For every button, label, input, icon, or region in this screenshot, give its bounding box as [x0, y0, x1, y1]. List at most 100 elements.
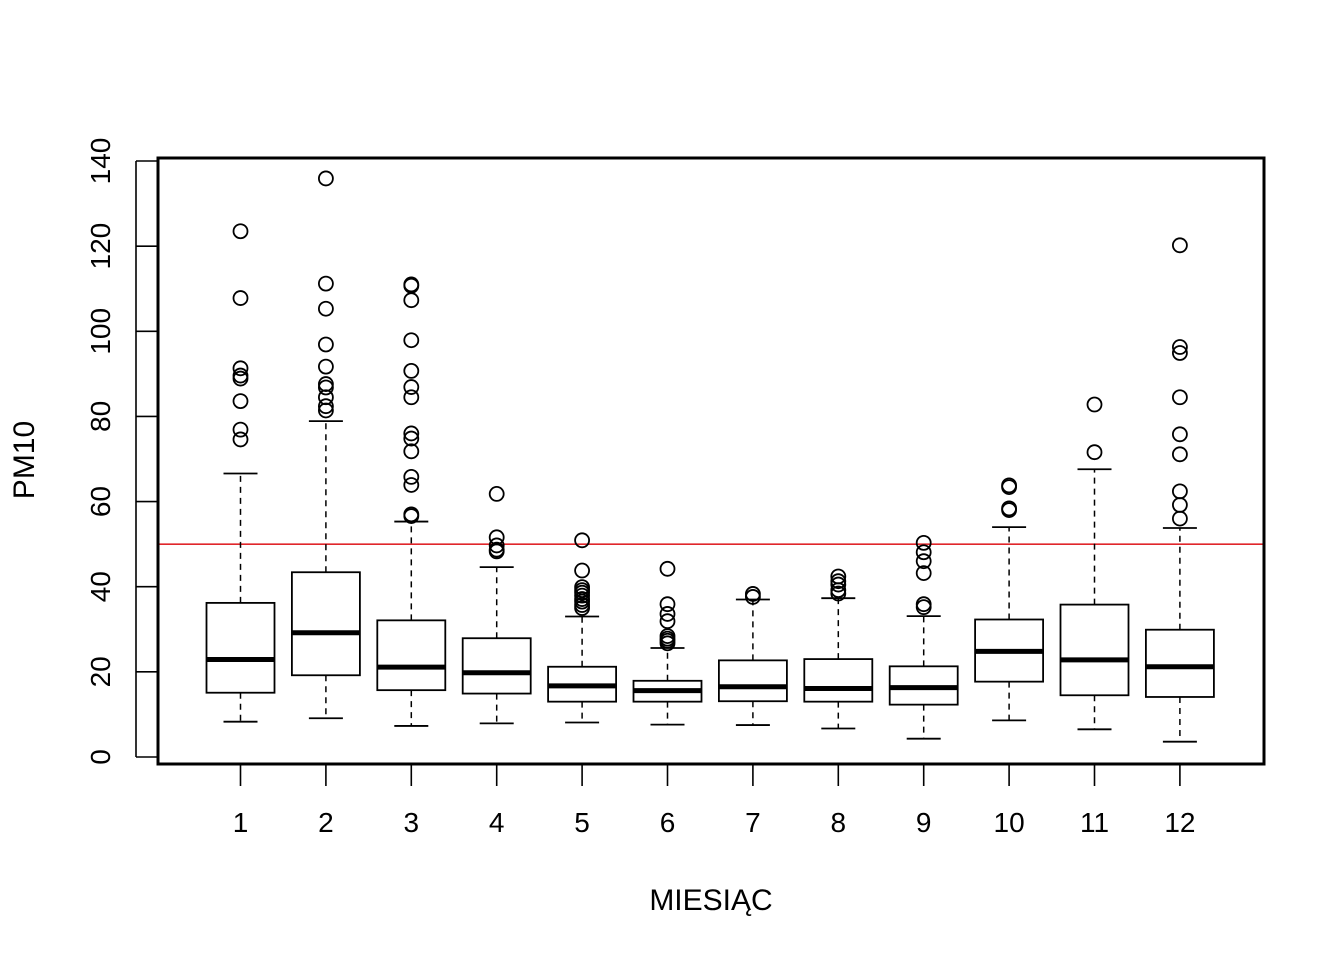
outlier-point: [659, 606, 676, 622]
outlier-point: [403, 506, 420, 523]
outlier-point: [745, 586, 761, 602]
y-axis-label: PM10: [8, 421, 41, 499]
outlier-point: [574, 562, 590, 579]
iqr-box: [376, 619, 447, 692]
outlier-point: [659, 596, 676, 613]
outlier-point: [403, 362, 420, 379]
outlier-point: [317, 336, 334, 353]
outlier-point: [317, 358, 334, 375]
iqr-box: [1059, 603, 1130, 697]
x-tick-label: 4: [489, 807, 505, 838]
iqr-box: [1145, 628, 1215, 698]
box-group-9: [888, 534, 959, 740]
outlier-point: [488, 529, 505, 546]
outlier-point: [1086, 396, 1103, 413]
x-tick-label: 9: [916, 807, 932, 838]
x-axis-label: MIESIĄC: [649, 884, 772, 917]
outlier-point: [232, 367, 249, 384]
outlier-point: [659, 613, 676, 630]
outlier-point: [830, 573, 847, 590]
iqr-box: [718, 659, 788, 703]
outlier-point: [232, 393, 249, 410]
outlier-point: [915, 534, 932, 551]
box-group-2: [290, 170, 361, 720]
plot-frame: [156, 156, 1266, 766]
x-tick-label: 6: [660, 807, 676, 838]
outlier-point: [403, 468, 420, 485]
outlier-point: [1172, 497, 1188, 513]
boxes-layer: [205, 170, 1215, 743]
outlier-point: [915, 544, 932, 561]
outlier-point: [232, 223, 249, 240]
outlier-point: [915, 596, 932, 613]
box-group-10: [974, 477, 1044, 722]
outlier-point: [1001, 500, 1017, 517]
x-tick-label: 10: [994, 807, 1025, 838]
box-group-7: [718, 586, 788, 726]
outlier-point: [317, 398, 334, 415]
box-group-3: [376, 276, 447, 727]
outlier-point: [1001, 477, 1017, 494]
y-tick-label: 80: [85, 401, 116, 432]
outlier-point: [317, 300, 334, 317]
outlier-point: [1172, 426, 1188, 443]
outlier-point: [403, 379, 420, 395]
outlier-point: [232, 290, 249, 306]
x-tick-label: 8: [831, 807, 847, 838]
y-tick-label: 120: [85, 223, 116, 270]
iqr-box: [290, 571, 361, 677]
outlier-point: [488, 486, 505, 502]
outlier-point: [232, 421, 249, 438]
iqr-box: [205, 601, 276, 694]
outlier-point: [1172, 483, 1188, 500]
x-tick-label: 7: [745, 807, 761, 838]
outlier-point: [403, 477, 420, 493]
y-tick-label: 140: [85, 138, 116, 185]
x-tick-label: 3: [404, 807, 420, 838]
outlier-point: [1172, 339, 1188, 355]
outlier-point: [403, 292, 420, 309]
outlier-point: [915, 565, 932, 581]
outlier-point: [232, 431, 249, 448]
box-group-1: [205, 223, 276, 723]
outlier-point: [659, 628, 676, 644]
outlier-point: [1172, 389, 1188, 406]
outlier-point: [403, 276, 420, 293]
box-group-5: [547, 532, 617, 724]
outlier-point: [915, 553, 932, 570]
outlier-point: [232, 360, 249, 377]
box-group-6: [632, 560, 703, 726]
outlier-point: [317, 376, 334, 392]
outlier-point: [1086, 444, 1103, 461]
iqr-box: [803, 658, 874, 703]
outlier-point: [1172, 510, 1188, 527]
y-tick-label: 0: [85, 749, 116, 765]
outlier-point: [317, 275, 334, 292]
y-tick-label: 20: [85, 656, 116, 687]
outlier-point: [403, 443, 420, 460]
outlier-point: [574, 579, 590, 596]
outlier-point: [488, 541, 505, 558]
x-tick-label: 5: [574, 807, 590, 838]
outlier-point: [830, 568, 847, 585]
outlier-point: [317, 170, 334, 187]
box-group-11: [1059, 396, 1130, 731]
box-group-4: [461, 486, 532, 725]
x-tick-label: 11: [1080, 807, 1109, 838]
x-tick-label: 12: [1164, 807, 1195, 838]
iqr-box: [461, 637, 532, 695]
outlier-point: [1172, 345, 1188, 361]
outlier-point: [1172, 237, 1188, 254]
outlier-point: [659, 560, 676, 577]
x-tick-label: 1: [233, 807, 249, 838]
y-tick-label: 100: [85, 308, 116, 355]
outlier-point: [403, 430, 420, 447]
x-tick-label: 2: [318, 807, 334, 838]
box-group-12: [1145, 237, 1215, 743]
outlier-point: [317, 379, 334, 396]
y-tick-label: 60: [85, 486, 116, 517]
box-group-8: [803, 568, 874, 730]
outlier-point: [403, 332, 420, 349]
